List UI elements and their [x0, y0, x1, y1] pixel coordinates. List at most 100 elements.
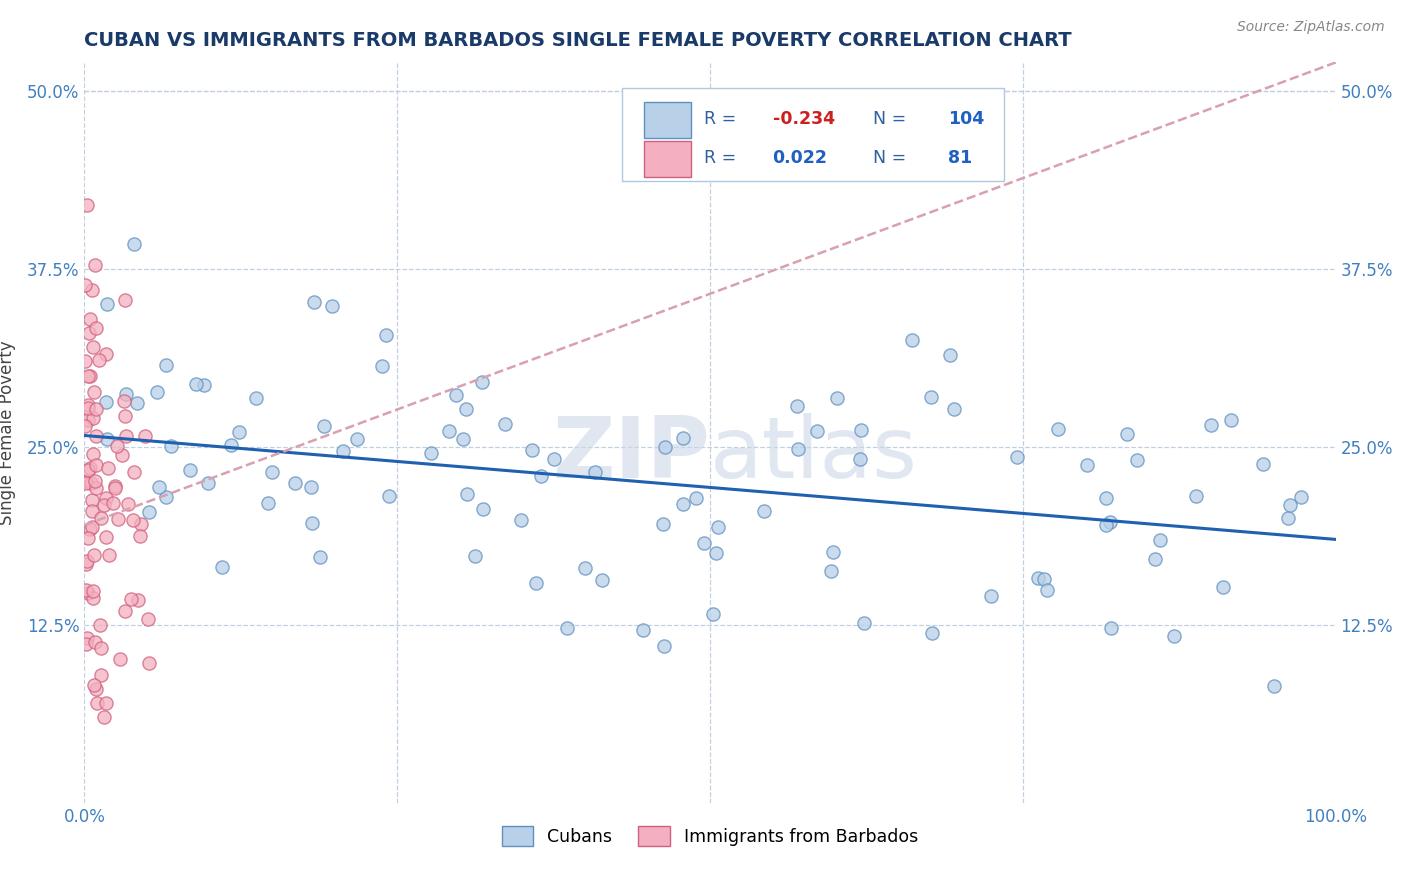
Point: [114, 409, 136, 423]
Point: [73, 418, 96, 433]
Point: [82, 340, 104, 354]
Point: [901, 333, 924, 347]
Text: -0.234: -0.234: [773, 111, 835, 128]
Text: R =: R =: [704, 111, 741, 128]
Point: [304, 294, 326, 309]
Point: [321, 299, 343, 313]
Point: [1035, 582, 1057, 597]
Point: [94, 347, 117, 361]
Point: [84, 481, 107, 495]
Point: [97, 549, 120, 563]
Point: [104, 481, 127, 495]
Point: [1277, 511, 1299, 525]
Point: [524, 575, 547, 590]
Point: [221, 438, 243, 452]
Point: [197, 475, 219, 490]
Point: [193, 378, 215, 392]
Point: [76, 198, 98, 212]
Point: [138, 656, 160, 670]
Text: ZIP: ZIP: [553, 413, 710, 496]
Text: R =: R =: [704, 150, 741, 168]
FancyBboxPatch shape: [644, 103, 692, 137]
Point: [939, 348, 962, 362]
Point: [84, 681, 107, 696]
Point: [125, 396, 148, 410]
Point: [1144, 551, 1167, 566]
Point: [1263, 679, 1285, 693]
Point: [80, 476, 103, 491]
Point: [284, 475, 307, 490]
Point: [73, 277, 96, 292]
Point: [104, 479, 127, 493]
Point: [82, 447, 104, 461]
Point: [1098, 515, 1121, 529]
Point: [77, 463, 100, 477]
Point: [76, 586, 98, 600]
Point: [155, 358, 177, 372]
Point: [94, 696, 117, 710]
Point: [494, 417, 516, 432]
Point: [82, 591, 104, 605]
Point: [87, 353, 110, 368]
Point: [1291, 490, 1313, 504]
Text: CUBAN VS IMMIGRANTS FROM BARBADOS SINGLE FEMALE POVERTY CORRELATION CHART: CUBAN VS IMMIGRANTS FROM BARBADOS SINGLE…: [84, 30, 1071, 50]
Point: [631, 624, 654, 638]
Point: [820, 565, 842, 579]
Point: [371, 359, 394, 373]
Point: [76, 631, 98, 645]
Point: [1095, 518, 1118, 533]
Point: [245, 391, 267, 405]
Point: [651, 516, 673, 531]
Point: [111, 448, 134, 462]
Point: [1076, 458, 1098, 472]
Point: [754, 504, 776, 518]
Point: [522, 443, 544, 458]
Point: [84, 458, 107, 473]
Point: [82, 410, 104, 425]
Point: [155, 490, 177, 504]
Point: [652, 639, 675, 653]
Point: [115, 387, 138, 401]
Point: [1149, 533, 1171, 548]
Point: [77, 326, 100, 340]
Point: [299, 480, 322, 494]
Point: [75, 636, 97, 650]
Point: [127, 592, 149, 607]
Text: N =: N =: [873, 111, 911, 128]
Point: [591, 573, 613, 587]
Point: [420, 446, 443, 460]
Point: [122, 513, 145, 527]
Point: [112, 394, 135, 409]
Point: [308, 549, 330, 564]
Point: [557, 621, 579, 635]
Point: [90, 641, 112, 656]
Point: [453, 432, 475, 446]
Text: 0.022: 0.022: [773, 150, 828, 168]
Point: [848, 452, 870, 467]
Point: [437, 424, 460, 438]
Point: [707, 520, 730, 534]
Point: [117, 497, 139, 511]
Point: [129, 517, 152, 532]
Point: [257, 495, 280, 509]
Point: [672, 431, 695, 445]
Text: atlas: atlas: [710, 413, 918, 496]
Point: [148, 480, 170, 494]
Point: [1094, 491, 1116, 505]
Point: [129, 529, 152, 543]
Point: [332, 444, 354, 458]
Point: [134, 428, 156, 442]
Point: [160, 439, 183, 453]
Point: [105, 439, 128, 453]
Point: [574, 561, 596, 575]
Point: [471, 375, 494, 389]
Text: N =: N =: [873, 150, 911, 168]
Point: [97, 461, 120, 475]
Text: Source: ZipAtlas.com: Source: ZipAtlas.com: [1237, 20, 1385, 34]
Point: [80, 283, 103, 297]
Legend: Cubans, Immigrants from Barbados: Cubans, Immigrants from Barbados: [495, 820, 925, 854]
Point: [472, 502, 495, 516]
Point: [654, 440, 676, 454]
Point: [146, 384, 169, 399]
Point: [1185, 489, 1208, 503]
